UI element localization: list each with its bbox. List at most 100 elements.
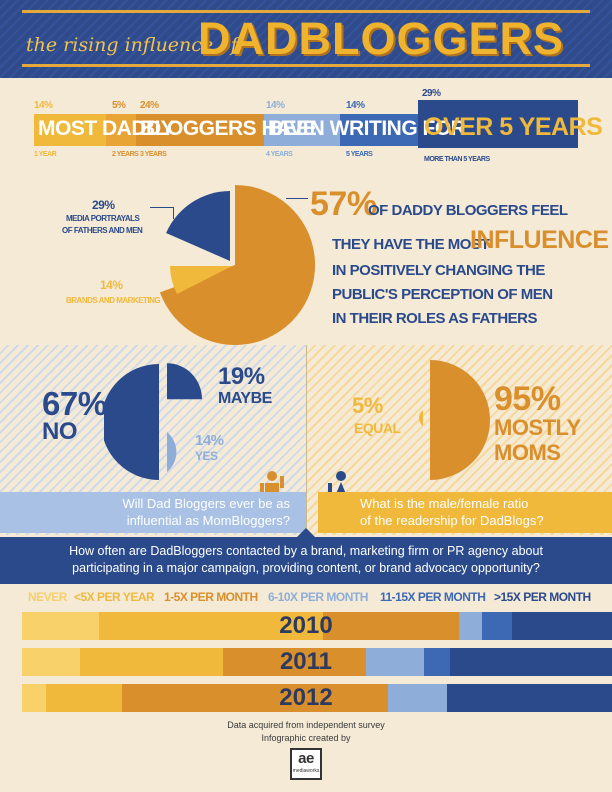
pie-slice-influence [159,184,316,345]
bar-segment-2012-2 [122,684,389,712]
header-prefix: the rising influence of [26,34,238,56]
creator-logo-sub: mediaworks [292,768,320,774]
banner-text-2: BLOGGERS HAVE [140,117,317,140]
poll-divider [306,345,307,535]
bar-segment-2010-0 [22,612,100,640]
bar-segment-2010-5 [511,612,612,640]
legend-15-plus-month: >15X PER MONTH [494,590,591,604]
banner-text-4: OVER 5 YEARS [424,113,603,141]
pct-4-years: 14% [266,100,285,111]
bar-row-2010: 2010 [22,612,612,640]
bar-segment-2011-1 [80,648,224,676]
bar-label-2011: 2011 [279,648,333,675]
equal-pct: 5% [352,393,383,418]
bar-segment-2012-3 [387,684,448,712]
segment-1-year [34,114,106,146]
pct-more-years: 29% [422,88,441,99]
brands-label: BRANDS AND MARKETING [66,296,161,305]
segment-5-years [340,114,418,146]
bar-segment-2010-3 [458,612,483,640]
media-label-2: OF FATHERS AND MEN [62,226,143,235]
influence-line-1: OF DADDY BLOGGERS FEEL [368,202,568,219]
no-pct: 67% [42,385,107,422]
yes-label: YES [195,449,218,463]
contact-question-1: How often are DadBloggers contacted by a… [69,544,543,558]
header-title: DADBLOGGERS [198,13,565,64]
pct-3-years: 24% [140,100,159,111]
influence-line-2a: THEY HAVE THE MOST [332,236,490,253]
pct-1-year: 14% [34,100,53,111]
contact-question-band [0,537,612,584]
pct-5-years: 14% [346,100,365,111]
footer-line-2: Infographic created by [261,733,351,743]
poll-right-question-1: What is the male/female ratio [360,496,529,511]
bar-segment-2011-0 [22,648,81,676]
influence-line-4: PUBLIC'S PERCEPTION OF MEN [332,286,553,303]
poll-right-chart [419,360,490,480]
header-stripe-bottom [22,64,590,67]
pct-2-years: 5% [112,100,126,111]
influence-line-5: IN THEIR ROLES AS FATHERS [332,310,538,327]
legend-never: NEVER [28,590,67,604]
equal-label: EQUAL [354,420,401,436]
creator-logo: ae mediaworks [290,748,322,780]
contact-stacked-bars: 2010 2011 2012 [22,612,612,722]
bar-segment-2012-5 [446,684,612,712]
pie-slice-brands [170,266,232,294]
maybe-label: MAYBE [218,390,272,407]
bar-segment-2012-1 [45,684,123,712]
poll-right-question-2: of the readership for DadBlogs? [360,513,544,528]
footer-line-1: Data acquired from independent survey [227,720,385,730]
segment-3-years [136,114,264,146]
banner-text-3: BEEN WRITING FOR [268,117,466,140]
influence-line-2b: INFLUENCE [470,226,609,254]
legend-1-5-month: 1-5X PER MONTH [164,590,258,604]
bar-segment-2011-3 [365,648,425,676]
label-more-years: MORE THAN 5 YEARS [424,156,490,163]
years-banner: 14% 5% 24% 14% 14% 29% MOST DADDY BLOGGE… [34,88,603,168]
influence-connector [286,198,308,199]
poll-right-question-box [318,492,612,533]
yes-quarter [167,432,177,472]
header-stripe-top [22,10,590,13]
no-half [104,364,159,480]
media-label-1: MEDIA PORTRAYALS [66,214,140,223]
poll-left-question-box [0,492,306,533]
maybe-quarter [167,363,202,400]
poll-left-question-2: influential as MomBloggers? [126,513,290,528]
bar-label-2010: 2010 [279,612,333,639]
moms-label-1: MOSTLY [494,415,581,440]
bar-segment-2010-1 [98,612,324,640]
bar-label-2012: 2012 [279,684,333,711]
label-1-year: 1 YEAR [34,151,57,158]
poll-left-chart [104,363,202,480]
creator-logo-mark: ae [298,750,314,767]
influence-line-3: IN POSITIVELY CHANGING THE [332,262,545,279]
moms-half [430,360,490,480]
bar-segment-2010-4 [482,612,513,640]
banner-text-1: MOST DADDY [38,117,175,140]
poll-left-question-1: Will Dad Bloggers ever be as [122,496,290,511]
legend-less-5-year: <5X PER YEAR [74,590,155,604]
moms-pct: 95% [494,380,561,418]
label-4-years: 4 YEARS [266,151,293,158]
segment-2-years [106,114,136,146]
bar-segment-2010-2 [322,612,460,640]
moms-label-2: MOMS [494,440,561,465]
bar-row-2011: 2011 [22,648,612,676]
legend-6-10-month: 6-10X PER MONTH [268,590,368,604]
segment-4-years [264,114,340,146]
media-connector [150,207,174,208]
yes-pct: 14% [195,432,224,449]
bar-segment-2011-5 [449,648,612,676]
legend-11-15-month: 11-15X PER MONTH [380,590,486,604]
pie-slice-media [166,191,230,261]
bar-row-2012: 2012 [22,684,612,712]
label-3-years: 3 YEARS [140,151,167,158]
contact-pointer [296,528,316,538]
media-connector-v [173,207,174,219]
influence-pie-chart [159,184,316,345]
maybe-pct: 19% [218,363,265,390]
media-pct: 29% [92,198,115,212]
